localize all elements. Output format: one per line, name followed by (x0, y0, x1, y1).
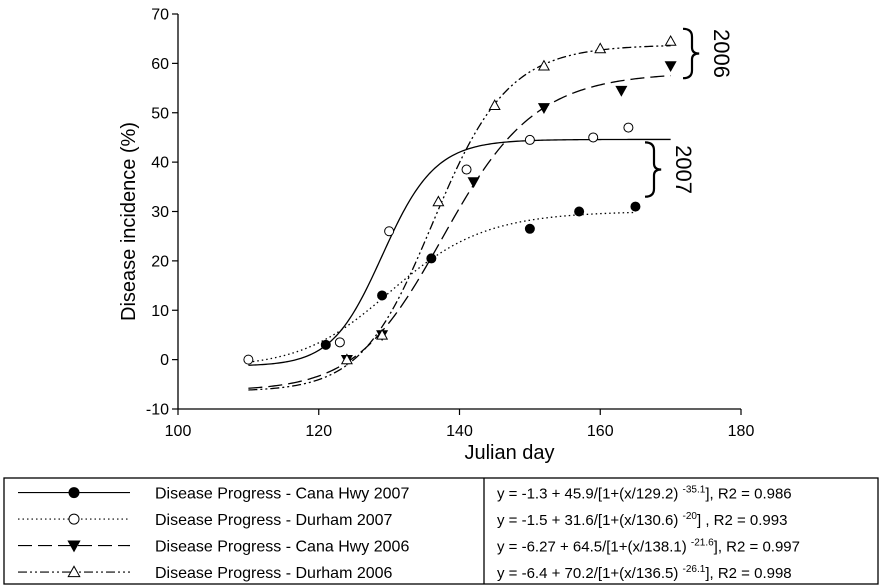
equation-4: y = -6.4 + 70.2/[1+(x/136.5) -26.1], R2 … (497, 564, 792, 582)
data-point-series-4 (594, 42, 607, 54)
legend-marker-1 (68, 487, 80, 499)
data-point-series-4 (432, 195, 445, 207)
legend-border (3, 477, 879, 585)
data-point-series-1 (574, 206, 585, 217)
data-point-series-2 (623, 122, 634, 133)
data-point-series-2 (461, 164, 472, 175)
data-point-series-4 (664, 34, 677, 46)
year-label-2006: 2006 (709, 29, 734, 78)
fit-line-series-4 (248, 45, 671, 391)
equation-2: y = -1.5 + 31.6/[1+(x/130.6) -20] , R2 =… (497, 511, 787, 529)
year-brace-2007 (644, 141, 662, 198)
legend-entry-4: Disease Progress - Durham 2006 (155, 565, 393, 582)
y-tick-label: 70 (151, 7, 169, 24)
data-markers (243, 34, 677, 366)
year-brace-2006 (682, 27, 700, 80)
x-axis-title: Julian day (464, 442, 554, 464)
y-tick-label: 10 (151, 303, 169, 320)
fit-line-series-2 (248, 211, 636, 363)
data-point-series-2 (243, 354, 254, 365)
data-point-series-4 (537, 59, 550, 71)
data-point-series-1 (320, 339, 331, 350)
data-point-series-2 (334, 337, 345, 348)
x-tick-label: 140 (446, 423, 473, 440)
data-point-series-1 (524, 223, 535, 234)
legend-marker-2 (68, 513, 80, 525)
y-tick-label: 60 (151, 56, 169, 73)
data-point-series-3 (664, 61, 677, 73)
year-annotations: 2006 2007 (644, 27, 734, 198)
y-tick-label: 50 (151, 105, 169, 122)
x-tick-label: 100 (165, 423, 192, 440)
x-tick-label: 180 (728, 423, 755, 440)
legend-entry-1: Disease Progress - Cana Hwy 2007 (155, 486, 409, 503)
data-point-series-3 (615, 85, 628, 97)
data-point-series-1 (426, 253, 437, 264)
year-label-2007: 2007 (671, 145, 696, 194)
data-point-series-3 (467, 177, 480, 189)
data-point-series-2 (588, 132, 599, 143)
data-point-series-3 (537, 103, 550, 115)
axes: -10 0 10 20 30 40 50 60 70 100 120 140 160 180 (146, 7, 755, 441)
fit-curves (248, 45, 671, 391)
data-point-series-4 (376, 328, 389, 340)
data-point-series-1 (630, 201, 641, 212)
x-tick-label: 160 (587, 423, 614, 440)
fit-line-series-3 (248, 75, 671, 389)
fit-line-series-1 (248, 138, 671, 366)
y-tick-label: 40 (151, 155, 169, 172)
y-tick-label: 20 (151, 253, 169, 270)
data-point-series-1 (377, 290, 388, 301)
y-axis-title: Disease incidence (%) (118, 122, 140, 321)
legend-table: Disease Progress - Cana Hwy 2007 y = -1.3… (3, 477, 879, 585)
equation-3: y = -6.27 + 64.5/[1+(x/138.1) -21.6], R2… (497, 538, 800, 556)
data-point-series-2 (524, 134, 535, 145)
data-point-series-2 (384, 226, 395, 237)
legend-marker-3 (67, 540, 81, 553)
data-point-series-4 (488, 99, 501, 110)
x-tick-label: 120 (305, 423, 332, 440)
y-tick-label: 30 (151, 204, 169, 221)
data-point-series-4 (340, 353, 353, 365)
y-tick-label: -10 (146, 402, 169, 419)
legend-entry-3: Disease Progress - Cana Hwy 2006 (155, 539, 409, 556)
legend-entry-2: Disease Progress - Durham 2007 (155, 512, 393, 529)
legend-marker-4 (67, 565, 81, 578)
equation-1: y = -1.3 + 45.9/[1+(x/129.2) -35.1], R2 … (497, 485, 792, 503)
y-tick-label: 0 (160, 352, 169, 369)
